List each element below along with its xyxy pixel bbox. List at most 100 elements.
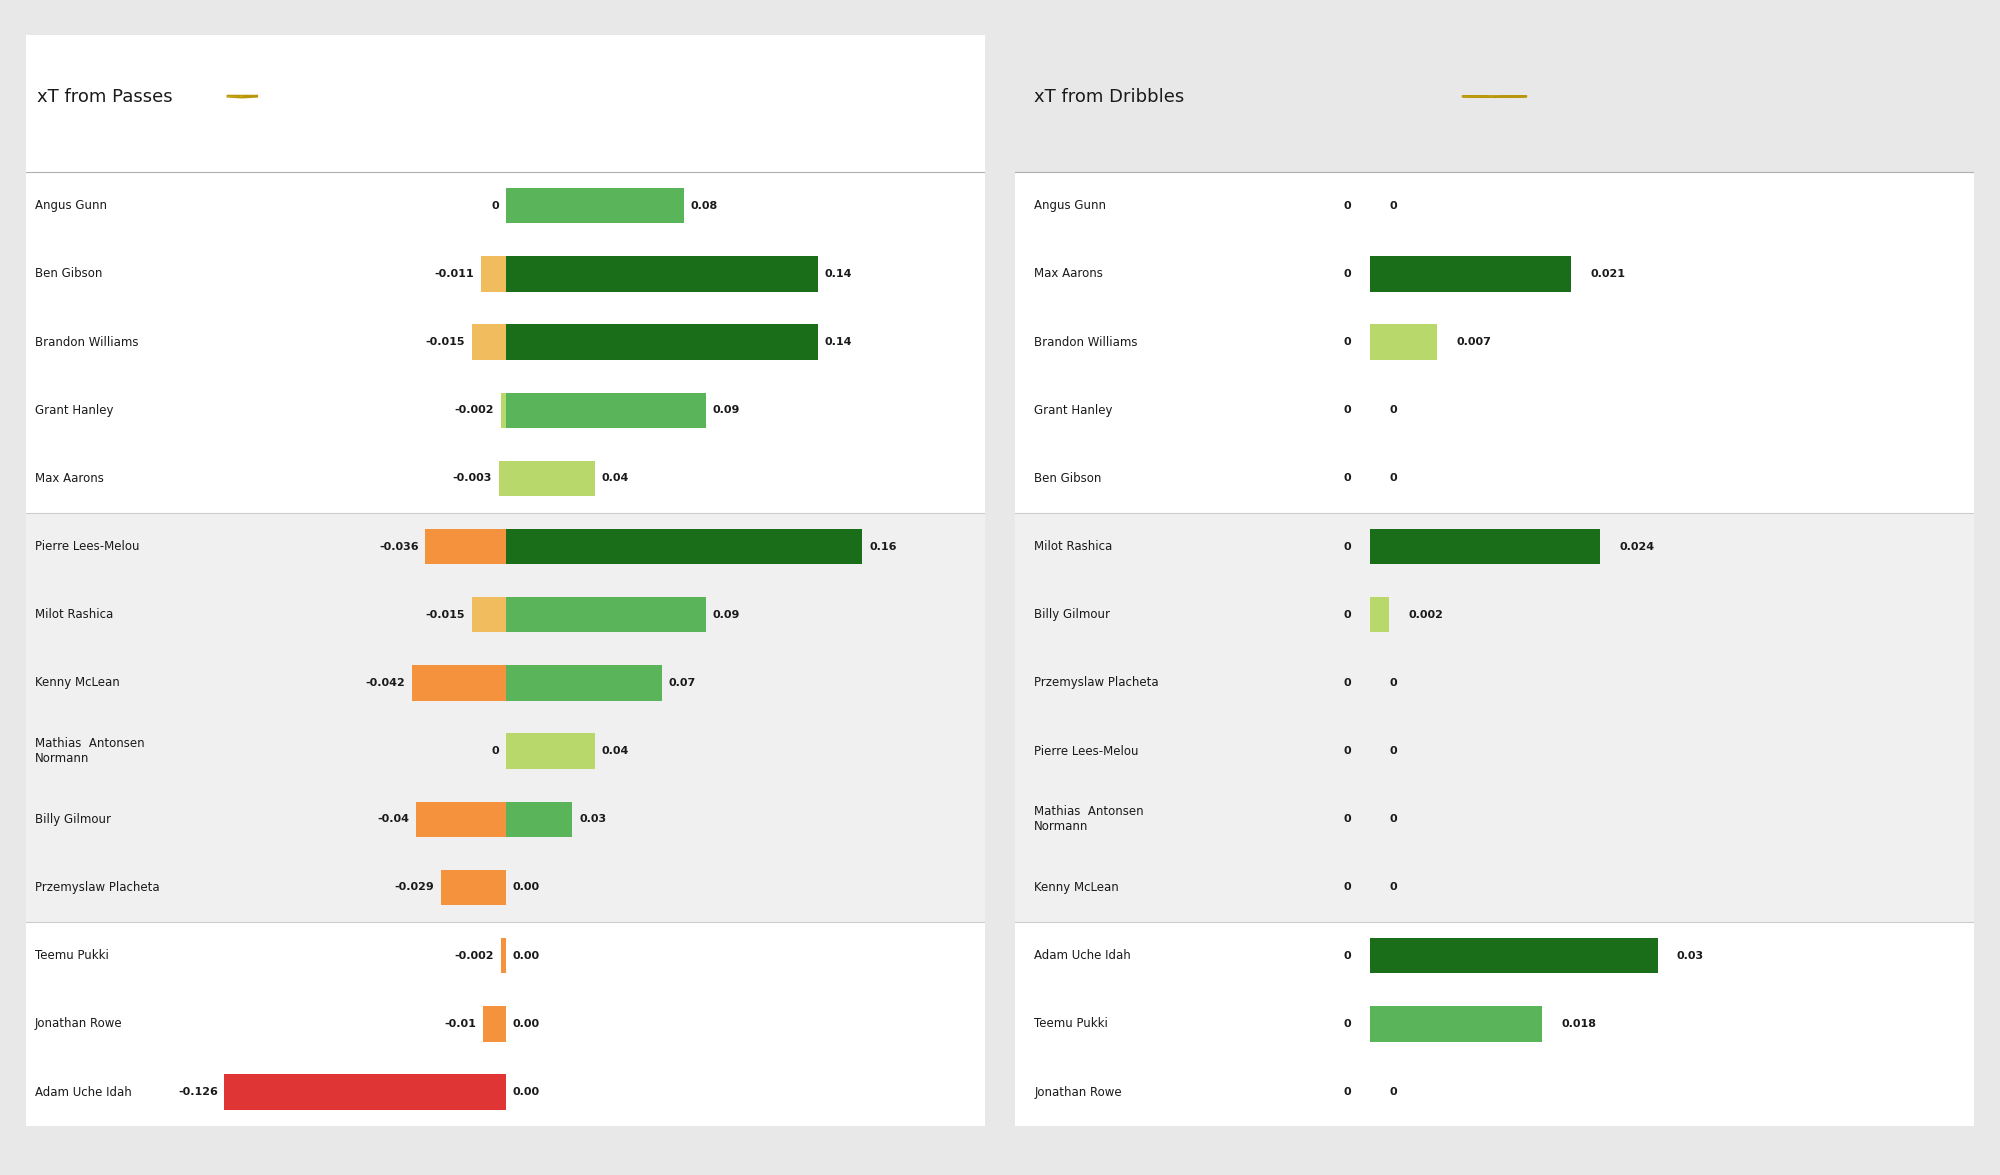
- Text: 0: 0: [1390, 746, 1396, 757]
- Text: -0.002: -0.002: [454, 951, 494, 961]
- Text: 0.09: 0.09: [712, 610, 740, 619]
- Text: 0: 0: [1390, 405, 1396, 415]
- Text: -0.015: -0.015: [426, 610, 466, 619]
- Text: 0: 0: [1344, 814, 1350, 825]
- Text: 0.04: 0.04: [602, 746, 628, 757]
- Text: Pierre Lees-Melou: Pierre Lees-Melou: [34, 540, 140, 553]
- Text: 0.03: 0.03: [580, 814, 606, 825]
- Text: Przemyslaw Placheta: Przemyslaw Placheta: [34, 881, 160, 894]
- Text: 0: 0: [1344, 337, 1350, 347]
- Text: 0: 0: [1344, 474, 1350, 483]
- Bar: [1014, 444, 1974, 512]
- Text: 0: 0: [1344, 269, 1350, 278]
- Bar: [502, 938, 506, 973]
- Bar: [506, 188, 684, 223]
- Text: -0.01: -0.01: [444, 1019, 476, 1029]
- Text: -0.036: -0.036: [378, 542, 418, 551]
- Text: 0: 0: [1344, 951, 1350, 961]
- Bar: [26, 376, 984, 444]
- Bar: [506, 324, 818, 360]
- Text: Kenny McLean: Kenny McLean: [34, 677, 120, 690]
- Bar: [26, 308, 984, 376]
- Text: Max Aarons: Max Aarons: [1034, 268, 1104, 281]
- Text: 0: 0: [1344, 405, 1350, 415]
- Bar: [1014, 172, 1974, 240]
- Text: 0.03: 0.03: [1676, 951, 1704, 961]
- Text: 0.00: 0.00: [512, 951, 540, 961]
- Bar: [1014, 240, 1974, 308]
- Text: -0.04: -0.04: [378, 814, 410, 825]
- Text: -0.011: -0.011: [434, 269, 474, 278]
- Polygon shape: [228, 96, 258, 98]
- Bar: [1014, 785, 1974, 853]
- Bar: [1014, 853, 1974, 921]
- Bar: [416, 801, 506, 837]
- Bar: [1014, 921, 1974, 989]
- Text: Mathias  Antonsen
Normann: Mathias Antonsen Normann: [1034, 805, 1144, 833]
- Text: Billy Gilmour: Billy Gilmour: [34, 813, 110, 826]
- Text: Brandon Williams: Brandon Williams: [1034, 336, 1138, 349]
- Text: 0.14: 0.14: [824, 269, 852, 278]
- Bar: [26, 35, 984, 172]
- Bar: [412, 665, 506, 700]
- Text: Milot Rashica: Milot Rashica: [34, 609, 114, 622]
- Text: 0.16: 0.16: [870, 542, 896, 551]
- Text: Grant Hanley: Grant Hanley: [34, 404, 114, 417]
- Text: Grant Hanley: Grant Hanley: [1034, 404, 1112, 417]
- Text: 0: 0: [1344, 1087, 1350, 1097]
- Text: 0: 0: [1344, 678, 1350, 687]
- Text: 0: 0: [1390, 678, 1396, 687]
- Bar: [506, 256, 818, 291]
- Text: 0.07: 0.07: [668, 678, 696, 687]
- Bar: [1370, 597, 1390, 632]
- Text: Kenny McLean: Kenny McLean: [1034, 881, 1118, 894]
- Text: 0: 0: [1390, 474, 1396, 483]
- Bar: [1370, 1006, 1542, 1041]
- Bar: [1370, 529, 1600, 564]
- Bar: [440, 870, 506, 905]
- Bar: [1014, 989, 1974, 1058]
- Text: -0.042: -0.042: [366, 678, 406, 687]
- Text: Billy Gilmour: Billy Gilmour: [1034, 609, 1110, 622]
- Text: 0.024: 0.024: [1620, 542, 1654, 551]
- Text: Teemu Pukki: Teemu Pukki: [1034, 1018, 1108, 1030]
- Text: Max Aarons: Max Aarons: [34, 472, 104, 485]
- Bar: [1370, 256, 1572, 291]
- Text: 0: 0: [492, 201, 498, 210]
- Bar: [506, 597, 706, 632]
- Bar: [1014, 580, 1974, 649]
- Bar: [26, 649, 984, 717]
- Bar: [506, 733, 594, 768]
- Text: 0: 0: [1344, 610, 1350, 619]
- Text: xT from Passes: xT from Passes: [38, 88, 172, 106]
- Text: 0.007: 0.007: [1456, 337, 1492, 347]
- Bar: [1014, 717, 1974, 785]
- Bar: [472, 597, 506, 632]
- Text: 0.002: 0.002: [1408, 610, 1444, 619]
- Text: -0.029: -0.029: [394, 882, 434, 893]
- Text: 0: 0: [1344, 542, 1350, 551]
- Bar: [1014, 308, 1974, 376]
- Text: Brandon Williams: Brandon Williams: [34, 336, 138, 349]
- Text: Ben Gibson: Ben Gibson: [34, 268, 102, 281]
- Text: Angus Gunn: Angus Gunn: [34, 200, 106, 213]
- Text: Jonathan Rowe: Jonathan Rowe: [34, 1018, 122, 1030]
- Text: 0.08: 0.08: [690, 201, 718, 210]
- Bar: [26, 580, 984, 649]
- Bar: [506, 801, 572, 837]
- Bar: [1014, 649, 1974, 717]
- Text: 0.00: 0.00: [512, 1087, 540, 1097]
- Bar: [484, 1006, 506, 1041]
- Text: Mathias  Antonsen
Normann: Mathias Antonsen Normann: [34, 737, 144, 765]
- Text: 0: 0: [1390, 1087, 1396, 1097]
- Bar: [472, 324, 506, 360]
- Bar: [1014, 1058, 1974, 1126]
- Bar: [26, 240, 984, 308]
- Bar: [426, 529, 506, 564]
- Bar: [26, 989, 984, 1058]
- Bar: [26, 853, 984, 921]
- Text: 0.021: 0.021: [1590, 269, 1626, 278]
- Text: 0: 0: [1344, 1019, 1350, 1029]
- Bar: [1370, 938, 1658, 973]
- Text: 0.00: 0.00: [512, 882, 540, 893]
